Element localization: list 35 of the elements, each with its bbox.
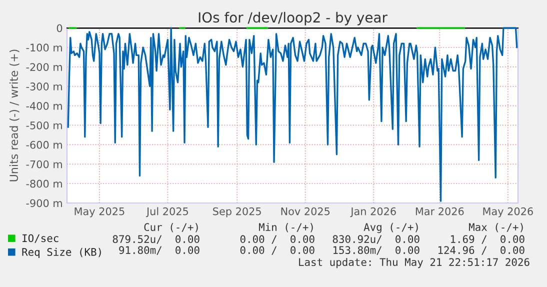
y-tick-label: -400 m bbox=[26, 102, 62, 110]
y-tick-label: -500 m bbox=[26, 121, 62, 130]
text: 0.00 / 0.00 bbox=[240, 235, 314, 244]
x-tick-label: Jan 2026 bbox=[350, 207, 396, 218]
x-tick-label: Mar 2026 bbox=[416, 207, 464, 216]
text: Last update: Thu May 21 22:51:17 2026 bbox=[299, 258, 530, 268]
y-tick-label: -900 m bbox=[26, 199, 62, 208]
text: 879.52u/ 0.00 bbox=[112, 235, 200, 244]
x-tick-label: May 2026 bbox=[483, 207, 533, 218]
text: 1.69 / 0.00 bbox=[451, 235, 524, 244]
y-tick-label: -600 m bbox=[26, 140, 62, 149]
text: 830.92u/ 0.00 bbox=[332, 235, 420, 244]
x-tick-label: Sep 2025 bbox=[213, 207, 261, 218]
legend-label: IO/sec bbox=[22, 234, 58, 243]
x-tick-label: Jul 2025 bbox=[146, 207, 188, 218]
y-tick-label: -700 m bbox=[26, 160, 62, 168]
y-tick-label: 0 bbox=[56, 24, 62, 32]
y-tick-label: -800 m bbox=[26, 180, 62, 188]
y-tick-label: -300 m bbox=[26, 82, 62, 90]
text: 153.80m/ 0.00 bbox=[333, 246, 420, 255]
x-tick-label: May 2025 bbox=[74, 207, 124, 218]
y-tick-label: -100 m bbox=[26, 44, 62, 52]
legend-label: Req Size (KB) bbox=[22, 248, 101, 258]
line-series bbox=[67, 27, 518, 202]
text: Cur (-/+) bbox=[144, 223, 198, 232]
x-tick-label: Nov 2025 bbox=[281, 207, 330, 216]
text: 124.96 / 0.00 bbox=[438, 246, 524, 255]
text: Max (-/+) bbox=[468, 223, 523, 232]
text: Avg (-/+) bbox=[364, 222, 418, 234]
y-tick-label: -200 m bbox=[26, 63, 62, 71]
chart-title: IOs for /dev/loop2 - by year bbox=[198, 12, 388, 26]
y-axis-title: Units read (-) / write (+) bbox=[9, 50, 20, 182]
text: Min (-/+) bbox=[258, 222, 313, 232]
text: 91.80m/ 0.00 bbox=[119, 246, 200, 255]
text: 0.00 / 0.00 bbox=[240, 246, 314, 255]
